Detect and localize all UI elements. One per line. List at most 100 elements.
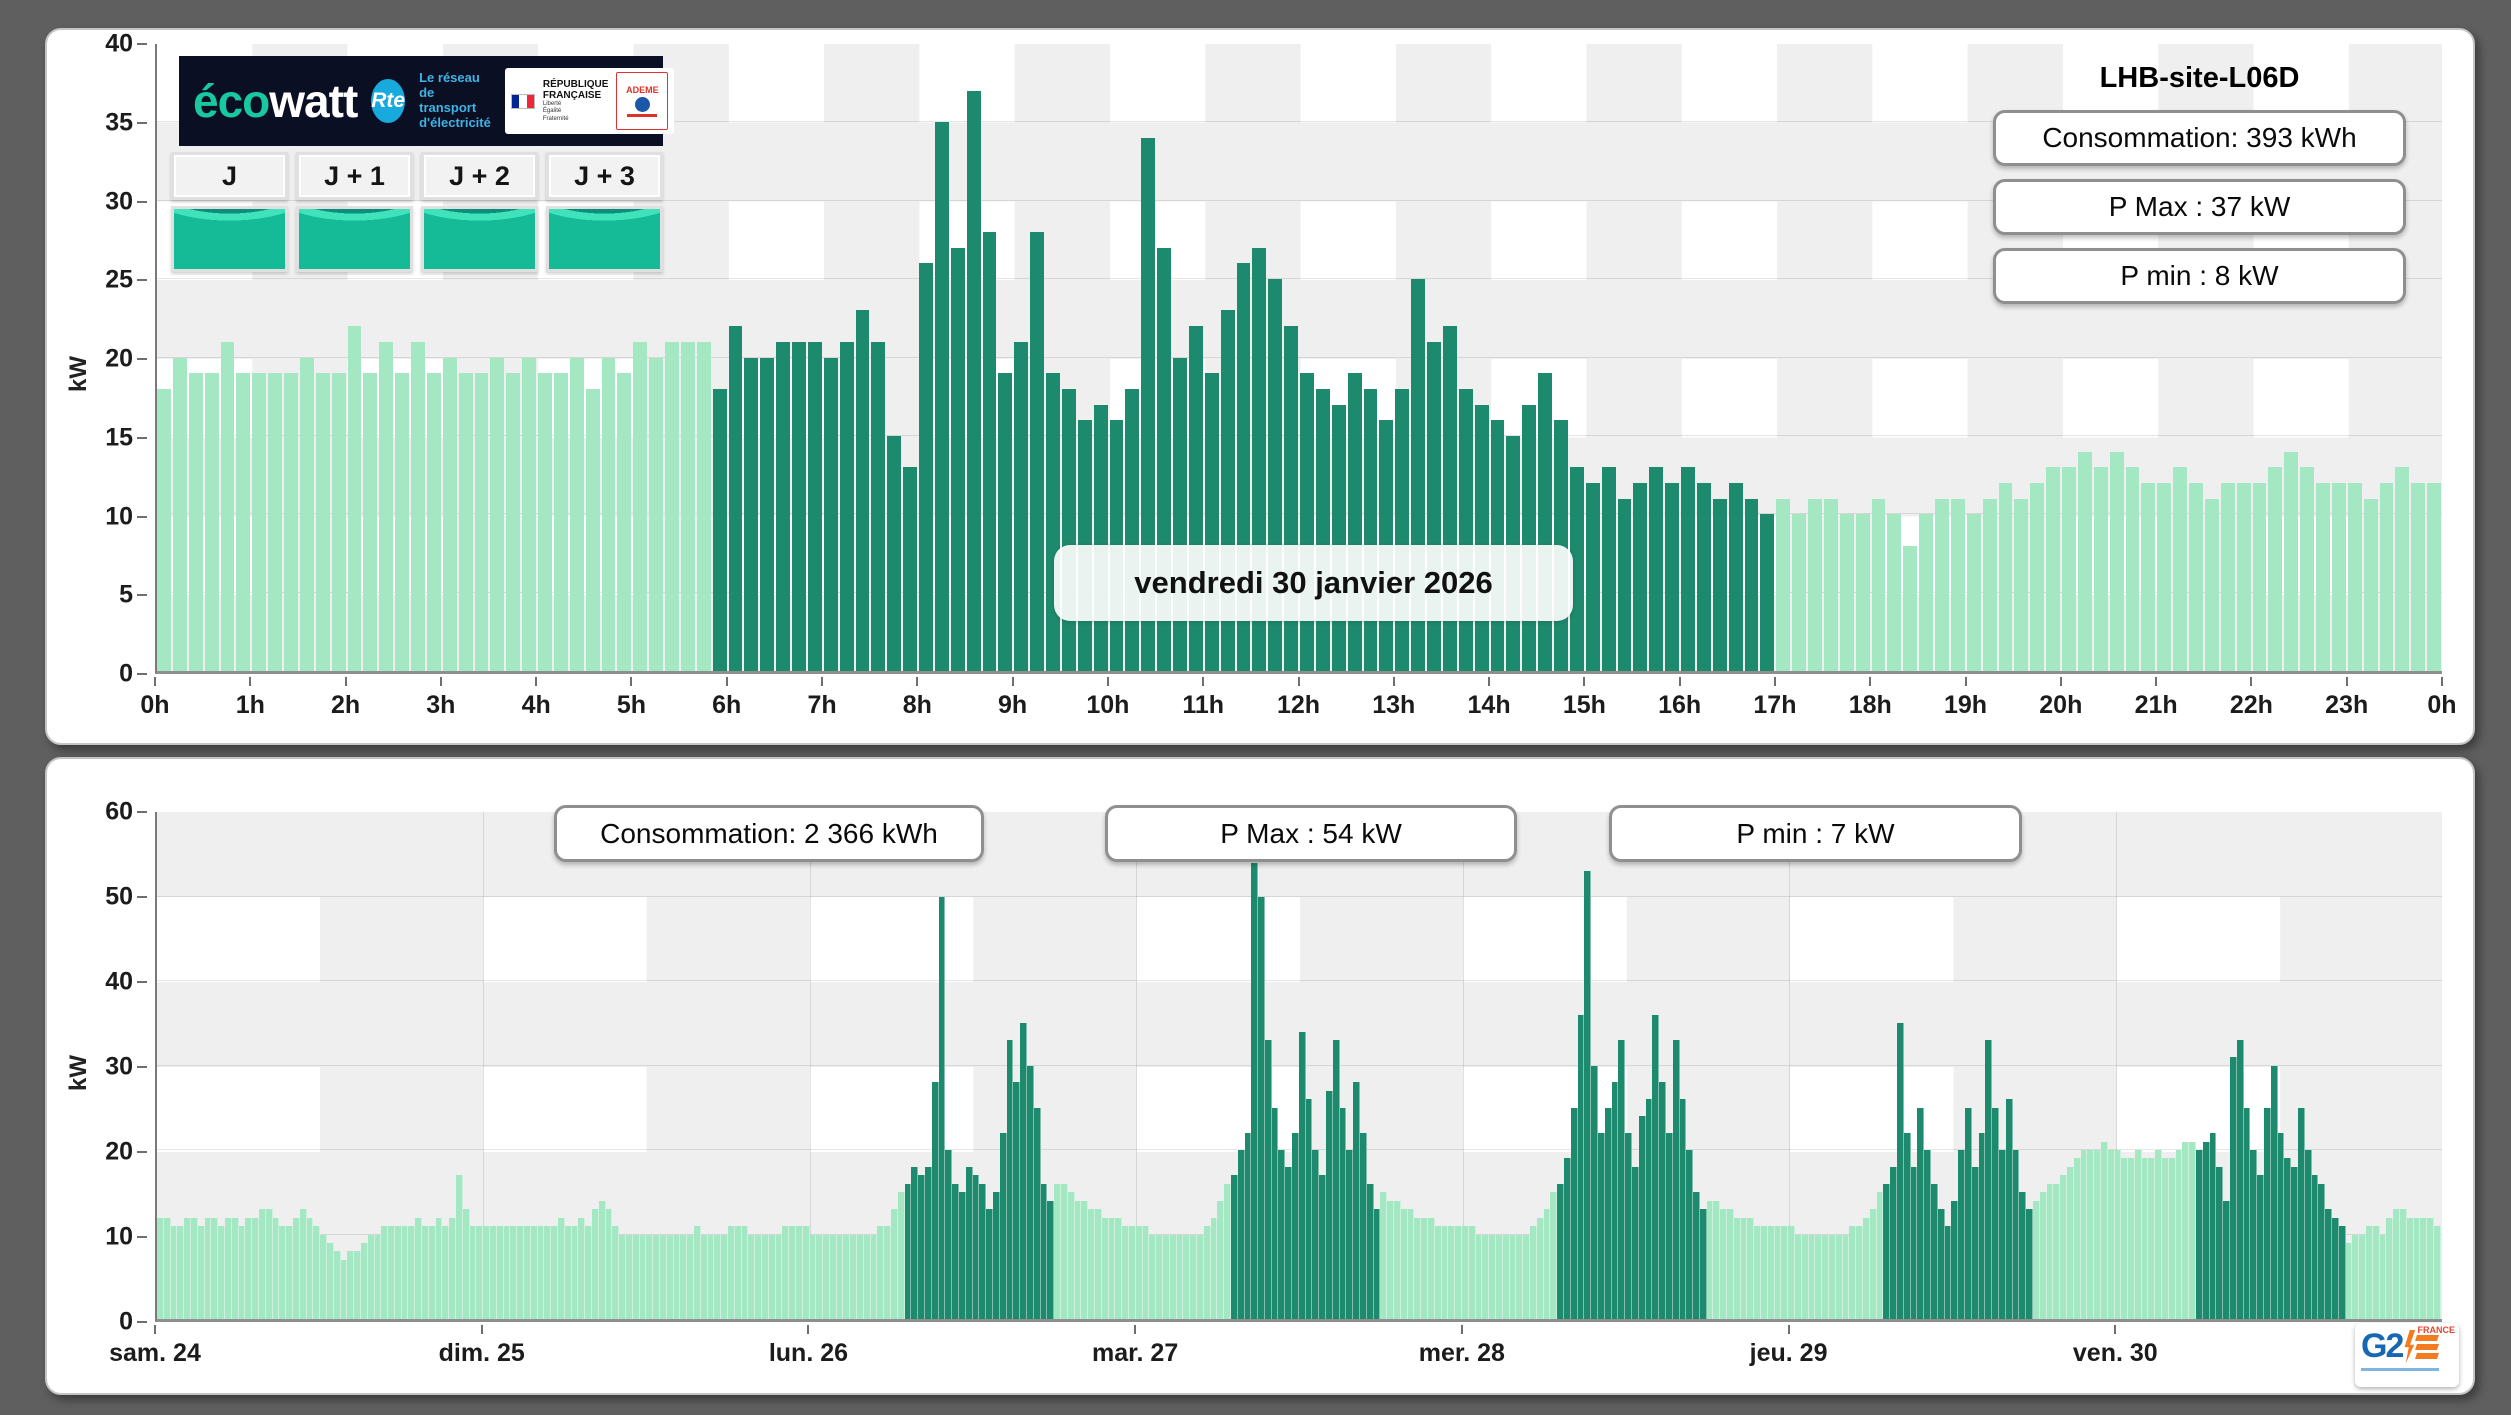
bar-reference	[1747, 1218, 1754, 1319]
bar-measured	[1897, 1023, 1904, 1319]
bar-measured	[1245, 1133, 1252, 1319]
bar-reference	[2108, 1150, 2115, 1319]
bar-reference	[1421, 1218, 1428, 1319]
bar-measured	[1251, 863, 1258, 1319]
bar-reference	[1095, 1209, 1102, 1319]
bar-reference	[619, 1235, 626, 1320]
bar-measured	[856, 310, 870, 671]
x-tick-label: mer. 28	[1419, 1339, 1505, 1368]
bar-reference	[436, 1218, 443, 1319]
bar-measured	[998, 373, 1012, 671]
bar-reference	[1935, 499, 1949, 671]
bar-reference	[1768, 1226, 1775, 1319]
x-tick-mark	[2060, 677, 2062, 686]
bar-measured	[2264, 1108, 2271, 1319]
x-tick-label: 16h	[1658, 691, 1701, 720]
bar-measured	[2318, 1184, 2325, 1319]
lightning-bolt-icon	[2403, 1330, 2415, 1364]
bar-reference	[570, 358, 584, 672]
bar-reference	[2074, 1158, 2081, 1319]
bar-reference	[286, 1226, 293, 1319]
bar-reference	[1442, 1226, 1449, 1319]
bar-measured	[1062, 389, 1076, 671]
rte-tagline-line: d'électricité	[419, 116, 491, 131]
bar-reference	[617, 373, 631, 671]
bar-reference	[1822, 1235, 1829, 1320]
bar-measured	[2271, 1066, 2278, 1320]
bar-reference	[2110, 452, 2124, 671]
bar-measured	[1890, 1167, 1897, 1319]
y-tick-label: 20	[105, 345, 133, 374]
bar-reference	[1815, 1235, 1822, 1320]
forecast-tile-label: J + 1	[296, 152, 413, 200]
bar-reference	[1863, 1218, 1870, 1319]
bar-reference	[379, 342, 393, 671]
bar-measured	[1278, 1150, 1285, 1319]
bar-reference	[475, 373, 489, 671]
bar-reference	[1088, 1209, 1095, 1319]
bar-measured	[1173, 358, 1187, 672]
bar-measured	[1693, 1192, 1700, 1319]
g2e-logo-text: G2	[2361, 1327, 2402, 1366]
x-tick-label: 6h	[712, 691, 741, 720]
bar-reference	[2030, 483, 2044, 671]
bar-reference	[490, 358, 504, 672]
bar-reference	[1523, 1235, 1530, 1320]
y-axis-daily: 0510152025303540	[55, 44, 147, 674]
bar-measured	[1522, 405, 1536, 671]
x-tick-mark	[1788, 1325, 1790, 1334]
bar-reference	[205, 373, 219, 671]
forecast-tile: J + 2	[421, 152, 538, 272]
bar-reference	[300, 358, 314, 672]
bar-measured	[1951, 1201, 1958, 1319]
bar-measured	[2278, 1133, 2285, 1319]
y-tick-mark	[137, 981, 147, 983]
x-axis-daily: 0h1h2h3h4h5h6h7h8h9h10h11h12h13h14h15h16…	[155, 677, 2442, 723]
bar-reference	[1143, 1226, 1150, 1319]
bar-reference	[884, 1226, 891, 1319]
weekly-load-curve-bars	[157, 812, 2442, 1319]
bar-reference	[1054, 1184, 1061, 1319]
bar-reference	[796, 1226, 803, 1319]
bar-measured	[1007, 1040, 1014, 1319]
bar-reference	[332, 373, 346, 671]
bar-measured	[1272, 1108, 1279, 1319]
y-tick-mark	[137, 1151, 147, 1153]
y-tick-mark	[137, 811, 147, 813]
bar-measured	[2230, 1057, 2237, 1319]
bar-reference	[470, 1226, 477, 1319]
x-tick-mark	[154, 1325, 156, 1334]
bar-measured	[808, 342, 822, 671]
bar-measured	[1632, 1167, 1639, 1319]
x-tick-mark	[1869, 677, 1871, 686]
bar-reference	[721, 1235, 728, 1320]
bar-reference	[381, 1226, 388, 1319]
bar-reference	[1489, 1235, 1496, 1320]
y-tick-label: 5	[119, 581, 133, 610]
forecast-tile-label: J + 2	[421, 152, 538, 200]
bar-measured	[1346, 1150, 1353, 1319]
bar-reference	[2142, 1158, 2149, 1319]
bar-reference	[252, 373, 266, 671]
bar-reference	[1983, 499, 1997, 671]
x-tick-mark	[821, 677, 823, 686]
bar-measured	[2244, 1108, 2251, 1319]
rf-motto: LibertéÉgalitéFraternité	[543, 101, 609, 123]
bar-reference	[1503, 1235, 1510, 1320]
bar-reference	[1102, 1218, 1109, 1319]
bar-reference	[2169, 1158, 2176, 1319]
bar-reference	[877, 1226, 884, 1319]
bar-reference	[1224, 1184, 1231, 1319]
bar-reference	[279, 1226, 286, 1319]
bar-measured	[979, 1184, 986, 1319]
bar-reference	[544, 1226, 551, 1319]
bar-measured	[1618, 499, 1632, 671]
y-tick-mark	[137, 1321, 147, 1323]
bar-reference	[660, 1235, 667, 1320]
bar-reference	[320, 1235, 327, 1320]
bar-measured	[1094, 405, 1108, 671]
bar-reference	[2155, 1150, 2162, 1319]
bar-reference	[1068, 1192, 1075, 1319]
bar-measured	[1945, 1226, 1952, 1319]
y-tick-label: 30	[105, 187, 133, 216]
